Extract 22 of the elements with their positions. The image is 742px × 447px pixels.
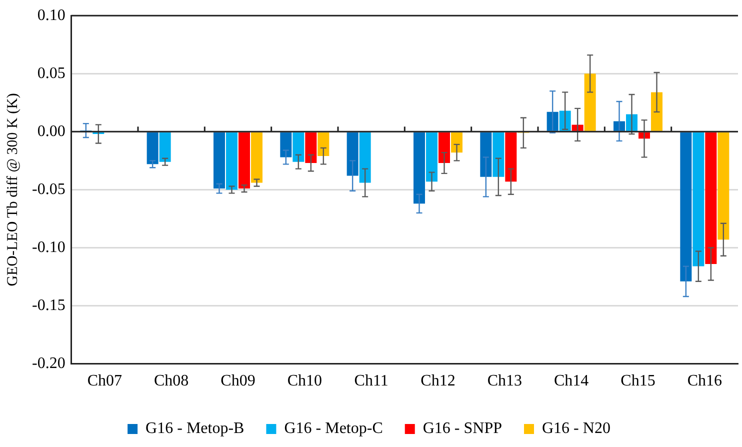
y-tick-label: -0.05 xyxy=(32,180,66,198)
y-tick-label: -0.10 xyxy=(32,238,66,256)
x-tick-label: Ch11 xyxy=(354,372,388,390)
legend-label: G16 - SNPP xyxy=(422,420,502,438)
x-tick-label: Ch12 xyxy=(420,372,456,390)
y-tick-label: 0.00 xyxy=(37,122,66,140)
x-tick-label: Ch07 xyxy=(87,372,122,390)
x-tick-label: Ch13 xyxy=(487,372,522,390)
legend-label: G16 - N20 xyxy=(542,420,610,438)
y-tick-label: -0.20 xyxy=(32,355,66,372)
x-tick-label: Ch08 xyxy=(154,372,189,390)
y-tick-label: 0.05 xyxy=(37,64,66,82)
y-tick-label: 0.10 xyxy=(37,6,66,24)
x-tick-label: Ch15 xyxy=(620,372,656,390)
legend-label: G16 - Metop-C xyxy=(284,420,383,438)
x-tick-label: Ch16 xyxy=(687,372,722,390)
legend-label: G16 - Metop-B xyxy=(146,420,244,438)
x-tick-label: Ch14 xyxy=(554,372,589,390)
x-tick-label: Ch10 xyxy=(287,372,322,390)
y-tick-label: -0.15 xyxy=(32,296,66,314)
x-tick-label: Ch09 xyxy=(220,372,256,390)
y-axis-title: GEO-LEO Tb diff @ 300 K (K) xyxy=(4,93,21,286)
